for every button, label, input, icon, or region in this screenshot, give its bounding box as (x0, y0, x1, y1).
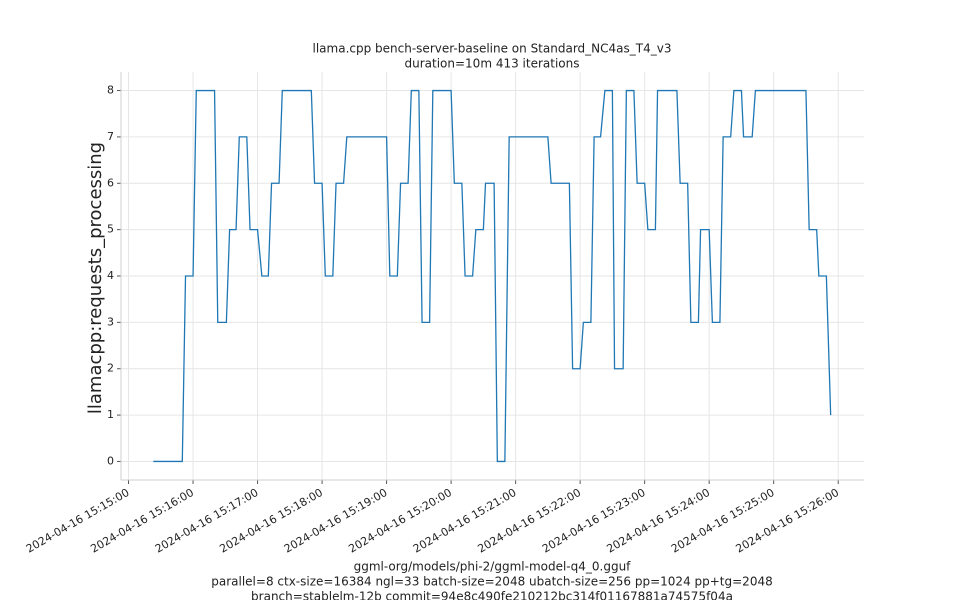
y-tick-label: 0 (107, 454, 114, 467)
y-tick-label: 4 (107, 269, 114, 282)
x-axis-label: branch=stablelm-12b commit=94e8c490fe210… (251, 590, 733, 600)
x-axis-label: parallel=8 ctx-size=16384 ngl=33 batch-s… (211, 575, 772, 589)
x-tick-label: 2024-04-16 15:15:00 (24, 486, 132, 556)
y-tick-label: 7 (107, 130, 114, 143)
x-tick-label: 2024-04-16 15:23:00 (540, 486, 648, 556)
y-tick-label: 8 (107, 84, 114, 97)
x-tick-label: 2024-04-16 15:17:00 (153, 486, 261, 556)
data-line (153, 89, 832, 463)
x-tick-label: 2024-04-16 15:21:00 (411, 486, 519, 556)
x-tick-label: 2024-04-16 15:16:00 (88, 486, 196, 556)
x-tick-label: 2024-04-16 15:26:00 (734, 486, 842, 556)
y-tick-label: 1 (107, 408, 114, 421)
x-tick-label: 2024-04-16 15:20:00 (346, 486, 454, 556)
x-tick-label: 2024-04-16 15:24:00 (604, 486, 712, 556)
y-tick-label: 6 (107, 176, 114, 189)
chart-title: llama.cpp bench-server-baseline on Stand… (313, 42, 672, 56)
chart-subtitle: duration=10m 413 iterations (405, 57, 580, 71)
y-tick-label: 2 (107, 362, 114, 375)
x-tick-label: 2024-04-16 15:22:00 (475, 486, 583, 556)
y-tick-label: 5 (107, 223, 114, 236)
x-tick-label: 2024-04-16 15:25:00 (669, 486, 777, 556)
x-axis-label: ggml-org/models/phi-2/ggml-model-q4_0.gg… (354, 560, 632, 574)
x-tick-label: 2024-04-16 15:18:00 (217, 486, 325, 556)
x-tick-label: 2024-04-16 15:19:00 (282, 486, 390, 556)
y-axis-label: llamacpp:requests_processing (85, 142, 106, 414)
y-tick-label: 3 (107, 315, 114, 328)
